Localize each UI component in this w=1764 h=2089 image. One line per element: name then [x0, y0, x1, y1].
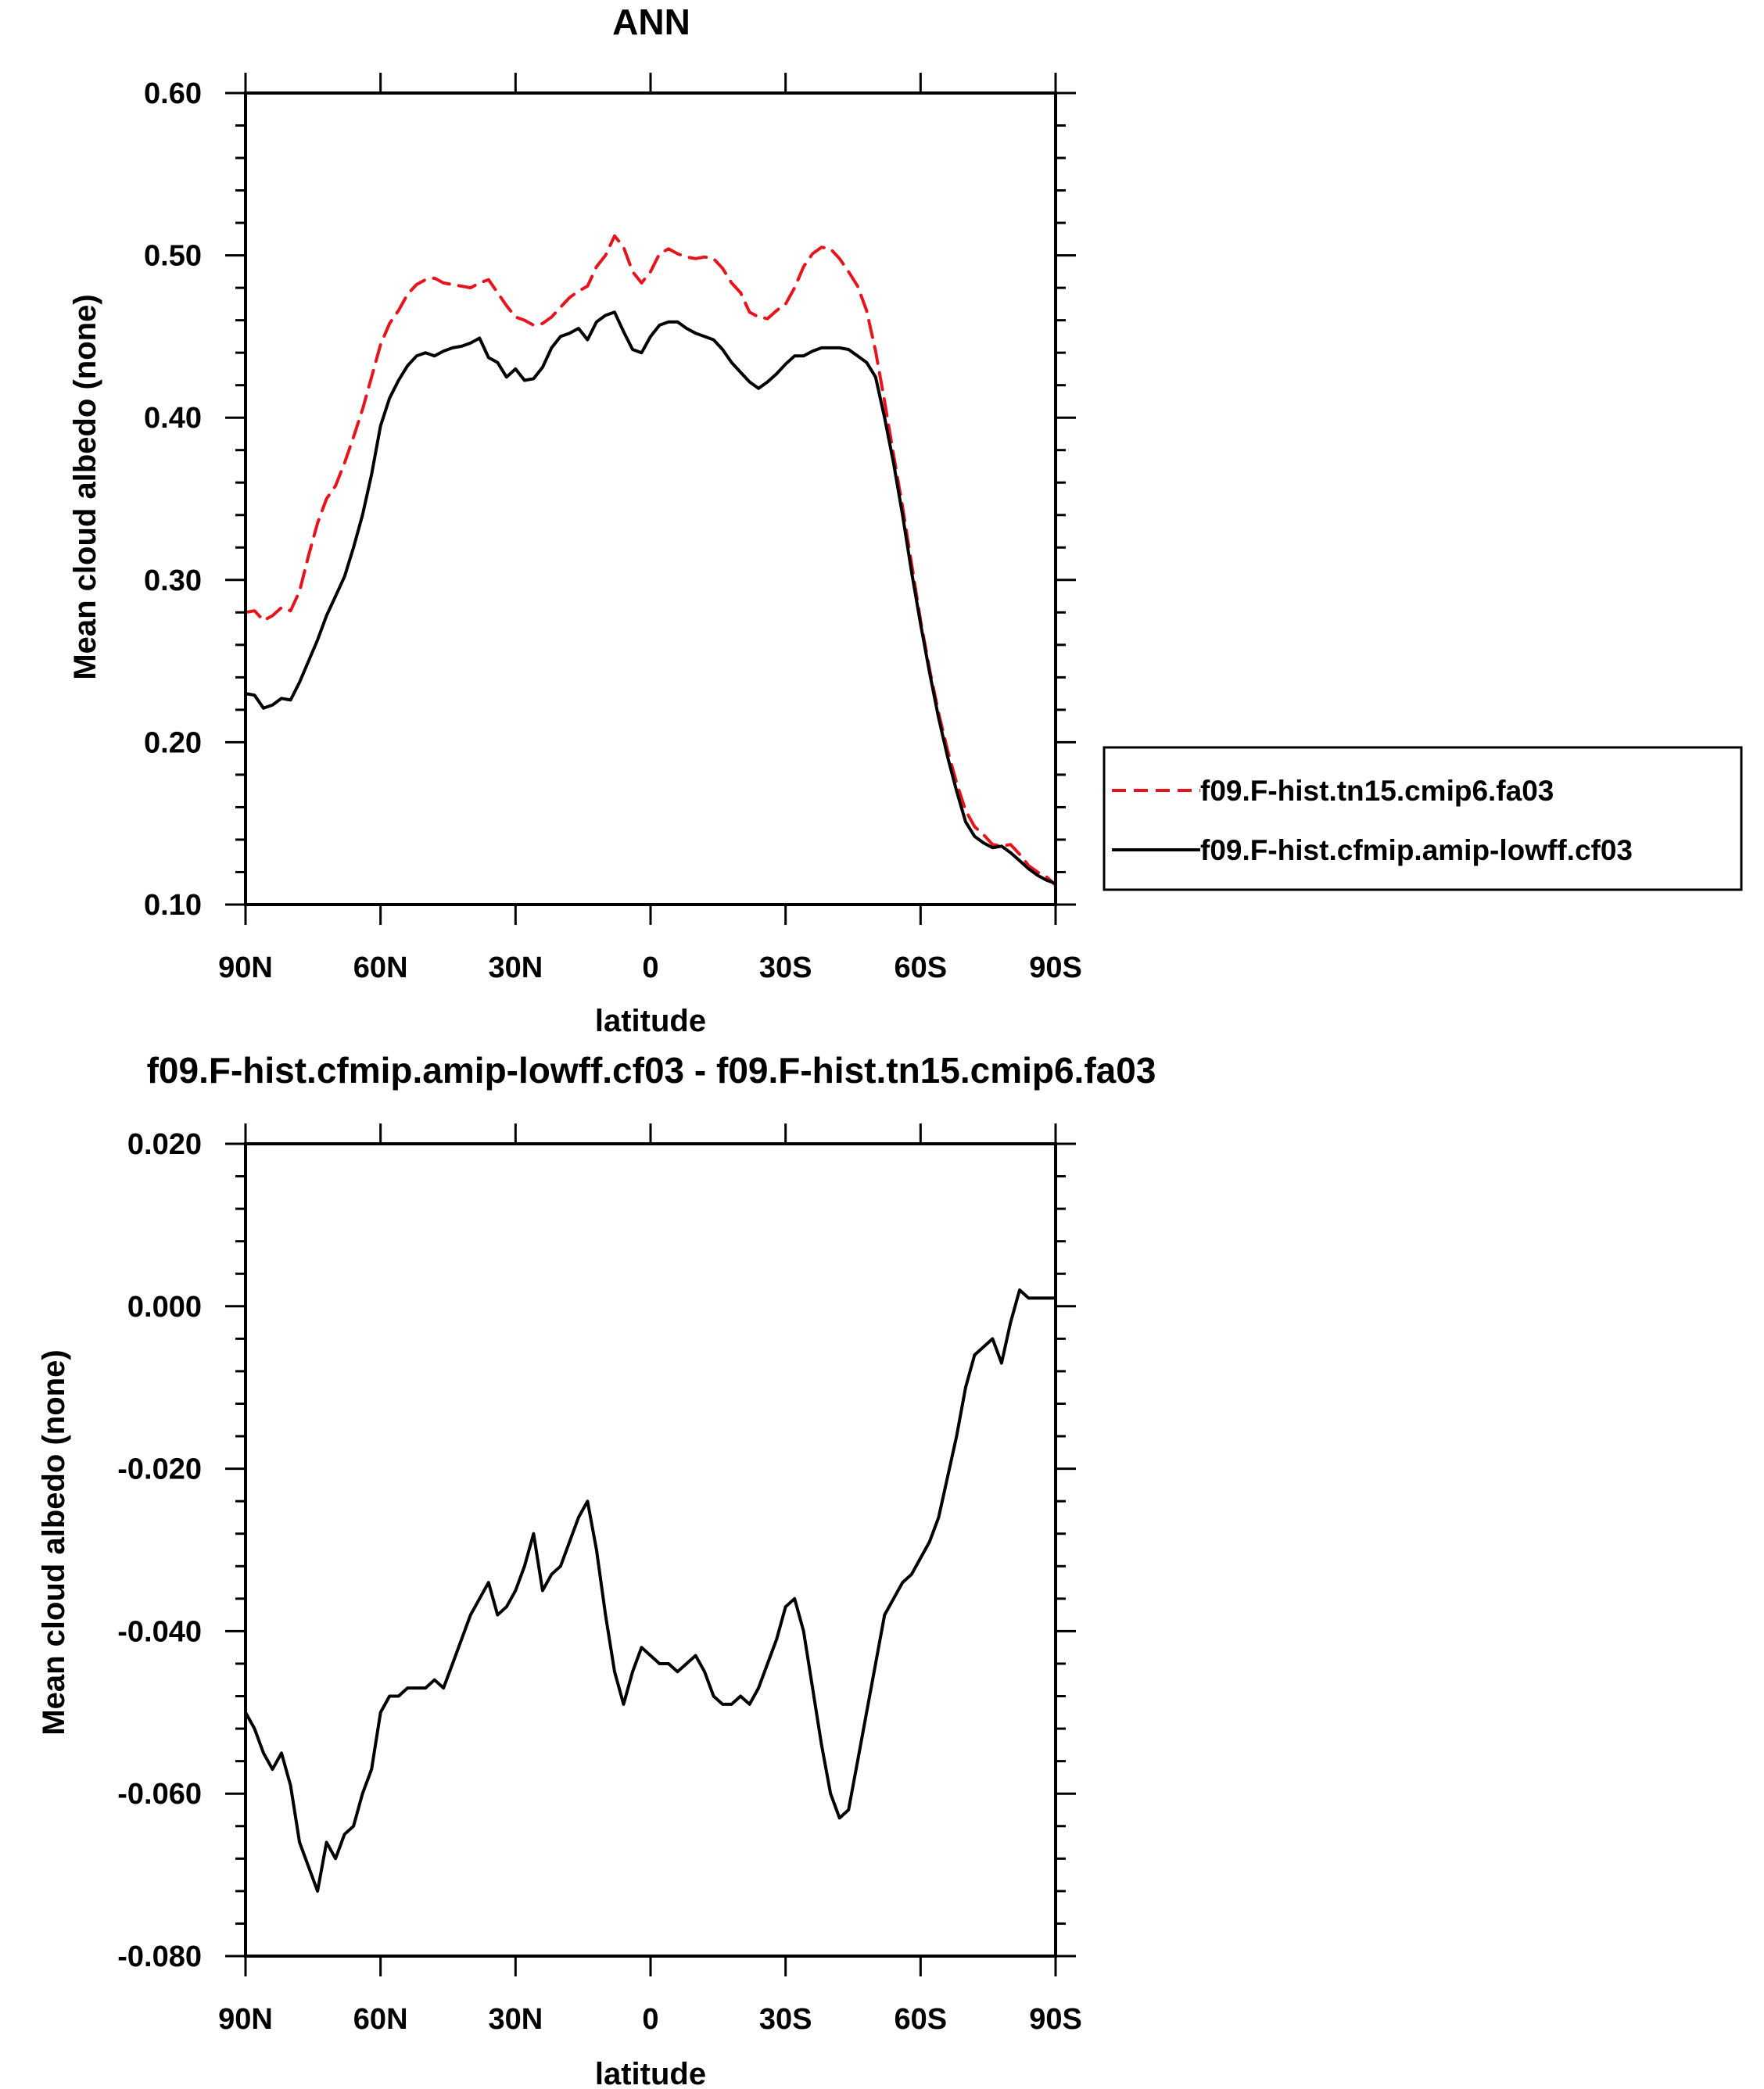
legend: f09.F-hist.tn15.cmip6.fa03 f09.F-hist.cf…: [1102, 746, 1743, 891]
top-y-tick-label: 0.40: [144, 402, 202, 435]
top-y-tick-label: 0.60: [144, 77, 202, 110]
bottom-series-line-0: [244, 1288, 1057, 1893]
bottom-y-tick-label: -0.060: [117, 1778, 202, 1811]
bottom-y-tick-label: -0.020: [117, 1453, 202, 1486]
top-x-tick-label: 30N: [488, 951, 543, 984]
top-series-line-0: [244, 234, 1057, 887]
bottom-x-tick-label: 30N: [488, 2003, 543, 2036]
bottom-y-tick-label: -0.080: [117, 1940, 202, 1973]
bottom-y-axis-label: Mean cloud albedo (none): [37, 1349, 71, 1735]
top-plot-frame: [244, 91, 1057, 906]
bottom-y-tick-label: -0.040: [117, 1615, 202, 1648]
top-y-tick-label: 0.20: [144, 726, 202, 759]
legend-label-fa03: f09.F-hist.tn15.cmip6.fa03: [1200, 775, 1554, 807]
legend-box: [1102, 746, 1743, 891]
top-y-tick-label: 0.30: [144, 564, 202, 597]
bottom-x-tick-label: 30S: [759, 2003, 812, 2036]
bottom-x-axis-label: latitude: [595, 2057, 706, 2089]
top-axis-ticks: 0.10 0.20 0.30 0.40 0.50 0.60 90N 60N 30N 0 30S 60S…: [144, 73, 1082, 984]
legend-label-cf03: f09.F-hist.cfmip.amip-lowff.cf03: [1200, 834, 1633, 866]
top-x-tick-label: 90S: [1029, 951, 1082, 984]
top-y-axis-label: Mean cloud albedo (none): [68, 294, 102, 679]
bottom-x-tick-label: 90N: [218, 2003, 273, 2036]
bottom-plot-frame: [244, 1142, 1057, 1958]
bottom-x-tick-label: 60N: [353, 2003, 408, 2036]
top-x-axis-label: latitude: [595, 1004, 706, 1038]
top-x-tick-label: 60N: [353, 951, 408, 984]
top-series-line-1: [244, 310, 1057, 885]
bottom-y-tick-label: 0.000: [127, 1291, 202, 1324]
bottom-x-tick-label: 0: [642, 2003, 658, 2036]
top-x-tick-label: 60S: [895, 951, 948, 984]
top-x-tick-label: 90N: [218, 951, 273, 984]
top-x-tick-label: 0: [642, 951, 658, 984]
bottom-y-tick-label: 0.020: [127, 1128, 202, 1161]
bottom-x-tick-label: 60S: [895, 2003, 948, 2036]
top-x-tick-label: 30S: [759, 951, 812, 984]
bottom-x-tick-label: 90S: [1029, 2003, 1082, 2036]
bottom-series-lines: [244, 1288, 1057, 1893]
top-y-tick-label: 0.10: [144, 889, 202, 922]
bottom-panel: f09.F-hist.cfmip.amip-lowff.cf03 - f09.F…: [37, 1050, 1156, 2089]
bottom-chart-title: f09.F-hist.cfmip.amip-lowff.cf03 - f09.F…: [147, 1050, 1156, 1091]
bottom-axis-ticks: -0.080 -0.060 -0.040 -0.020 0.000 0.020 90N 60N…: [117, 1123, 1082, 2036]
top-chart-title: ANN: [612, 2, 690, 42]
top-series-lines: [244, 234, 1057, 887]
top-panel: ANN Mean cloud albedo (none) latitude 0.…: [68, 2, 1743, 1038]
top-y-tick-label: 0.50: [144, 240, 202, 273]
